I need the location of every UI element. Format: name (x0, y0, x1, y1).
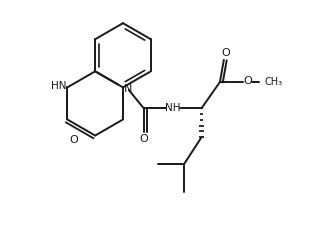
Text: O: O (244, 76, 253, 86)
Text: N: N (124, 84, 132, 94)
Text: O: O (139, 134, 148, 144)
Text: NH: NH (165, 103, 180, 113)
Text: CH₃: CH₃ (265, 77, 283, 87)
Text: O: O (221, 48, 230, 58)
Text: O: O (70, 135, 78, 145)
Text: HN: HN (51, 81, 66, 91)
